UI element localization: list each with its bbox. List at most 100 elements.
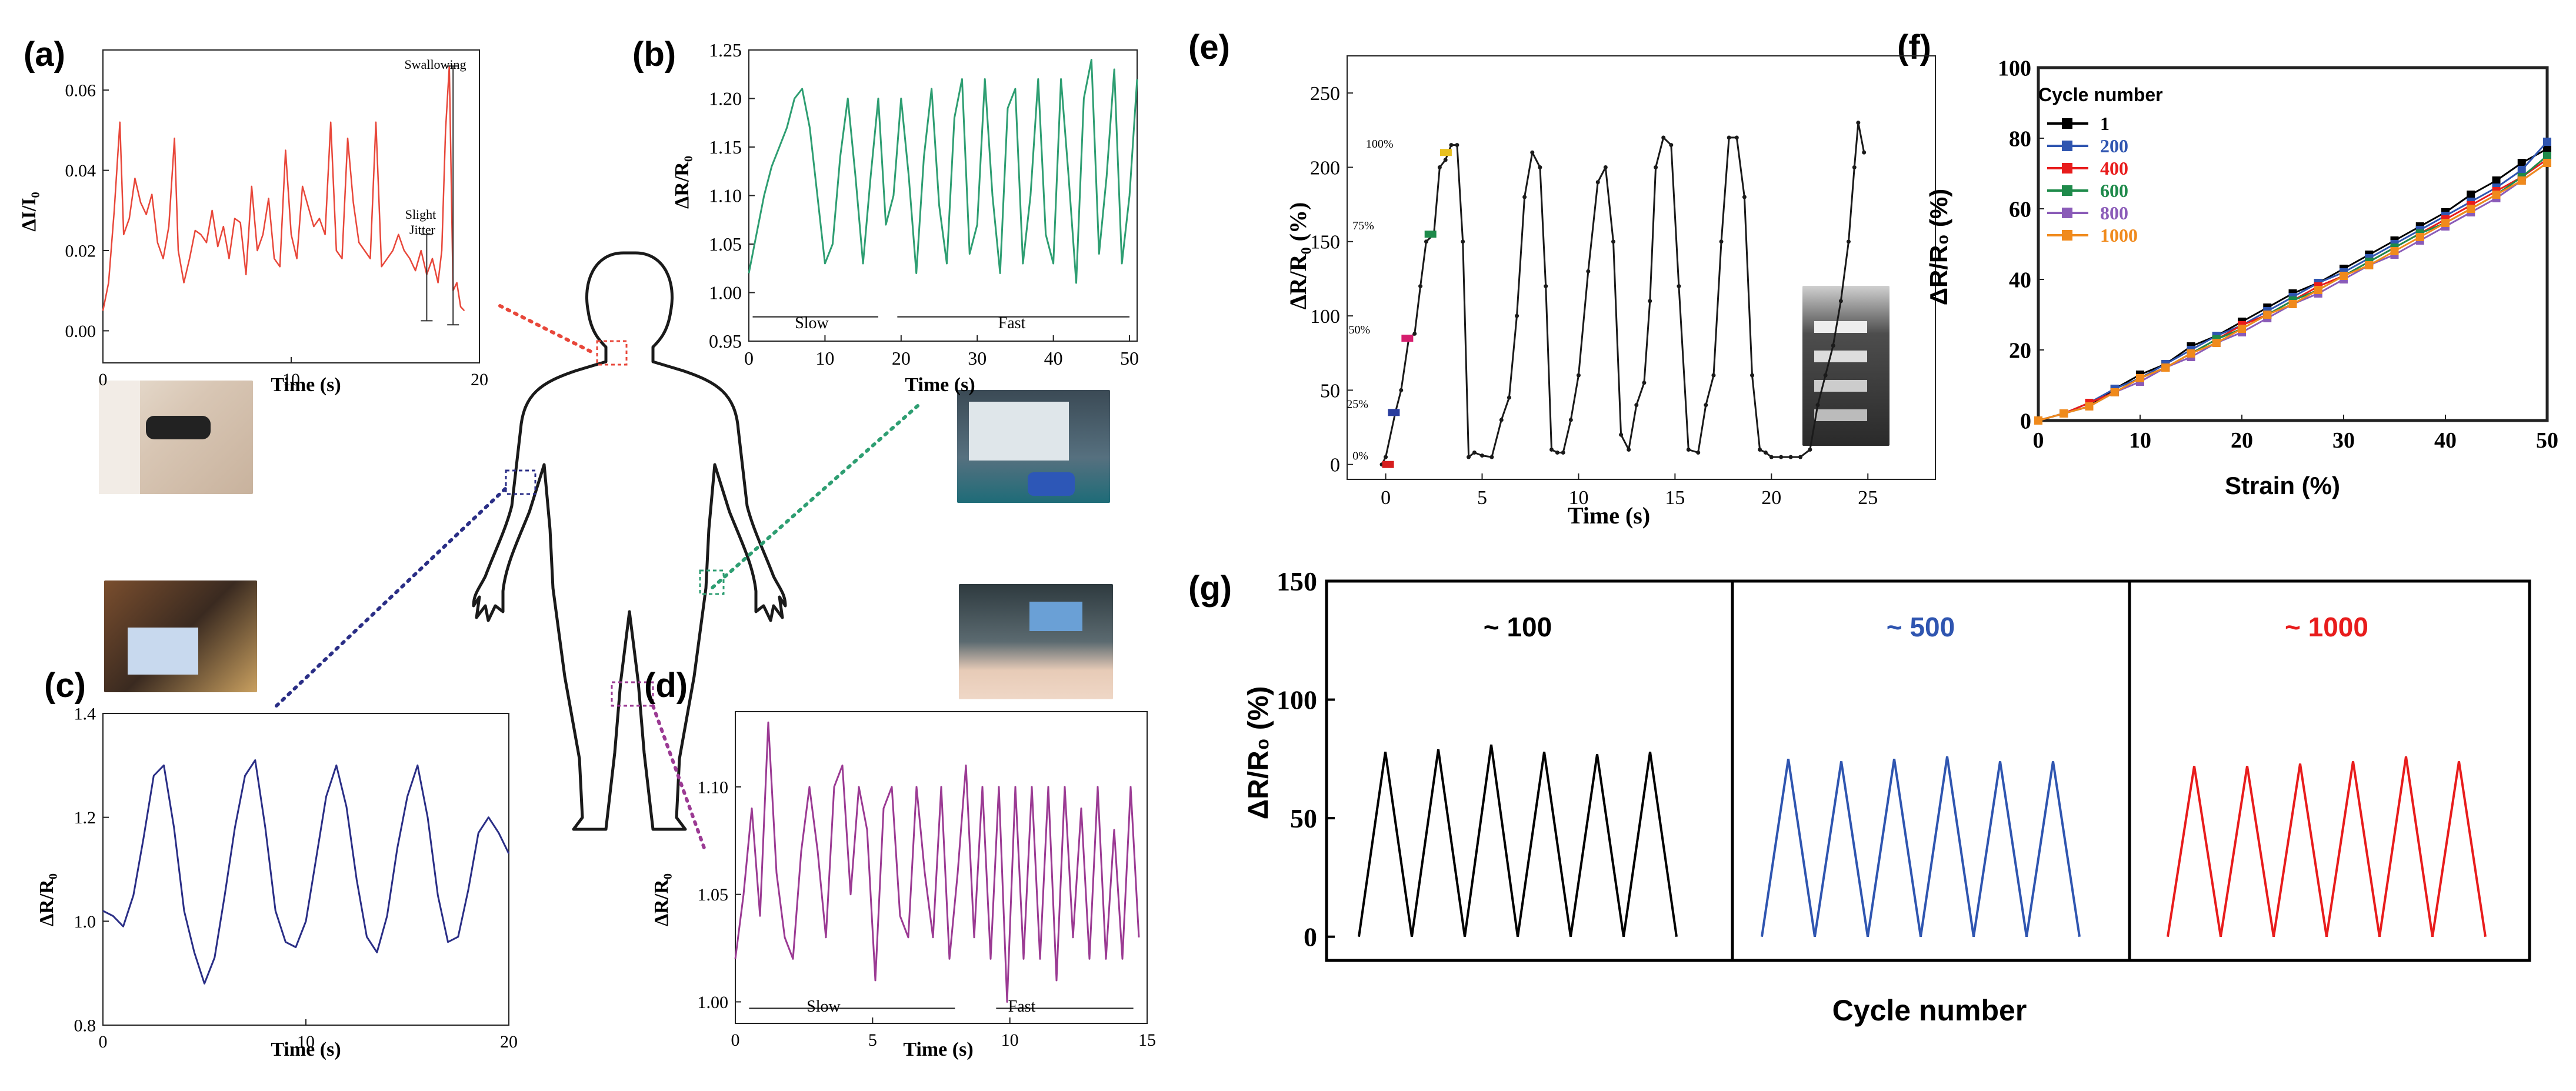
e-point — [1742, 195, 1747, 199]
e-point — [1750, 373, 1755, 378]
f-point-1000 — [2212, 339, 2221, 347]
e-point — [1443, 158, 1448, 162]
f-point-1000 — [2467, 205, 2475, 213]
f-legend-title: Cycle number — [2038, 84, 2163, 105]
e-point — [1472, 451, 1477, 455]
e-plot-frame — [1347, 55, 1936, 480]
f-point-1000 — [2365, 261, 2374, 269]
b-y-tick-label: 1.05 — [709, 233, 742, 255]
f-x-tick-label: 0 — [2033, 428, 2044, 453]
e-strain-marker — [1424, 231, 1437, 238]
e-point — [1507, 395, 1511, 400]
a-y-tick-label: 0.00 — [65, 322, 96, 341]
f-point-200 — [2543, 138, 2551, 146]
c-x-tick-label: 20 — [500, 1032, 518, 1052]
panel-letter-d: (d) — [644, 666, 688, 705]
f-y-tick-label: 80 — [2009, 126, 2031, 151]
d-ann-slow: Slow — [807, 997, 841, 1016]
e-point — [1704, 403, 1708, 408]
e-point — [1461, 239, 1465, 244]
c-ylabel: ΔR/R₀ — [36, 873, 58, 926]
e-y-tick-label: 250 — [1310, 83, 1340, 105]
f-legend-marker — [2062, 163, 2072, 174]
f-point-1000 — [2492, 191, 2501, 199]
a-plot-frame — [102, 49, 480, 363]
d-series-line — [734, 721, 1140, 1003]
e-point — [1846, 239, 1851, 244]
b-ann-slow: Slow — [795, 314, 829, 332]
photo-knee-setup — [959, 584, 1113, 699]
e-point — [1522, 195, 1527, 199]
f-point-1000 — [2288, 300, 2297, 308]
chart-c: 0 10 20 0.8 1.0 1.2 1.4 — [74, 705, 518, 1052]
e-strain-label: 0% — [1352, 450, 1368, 463]
e-point — [1838, 299, 1843, 303]
e-point — [1788, 455, 1793, 459]
f-point-600 — [2543, 152, 2551, 160]
f-legend-marker — [2062, 141, 2072, 151]
g-y-tick-label: 150 — [1277, 566, 1317, 596]
e-point — [1648, 299, 1652, 303]
e-point — [1399, 388, 1404, 392]
photo-strain-stages — [1802, 286, 1889, 446]
g-plot-frame — [1325, 579, 2531, 962]
neck-highlight — [596, 340, 628, 366]
f-legend-label: 1000 — [2100, 225, 2138, 246]
g-y-tick-label: 50 — [1290, 803, 1317, 833]
f-point-1000 — [2060, 409, 2068, 418]
e-point — [1769, 455, 1774, 459]
a-ylabel: ΔI/I₀ — [18, 192, 40, 231]
c-plot-frame — [102, 713, 509, 1026]
panel-letter-b: (b) — [632, 35, 676, 74]
panel-letter-e: (e) — [1188, 28, 1230, 66]
f-y-tick-label: 0 — [2020, 409, 2031, 433]
d-y-tick-label: 1.00 — [698, 993, 729, 1012]
f-point-1000 — [2238, 325, 2246, 333]
e-point — [1815, 403, 1820, 408]
b-y-tick-label: 1.15 — [709, 136, 742, 158]
e-strain-label: 50% — [1349, 323, 1371, 336]
f-xlabel: Strain (%) — [2225, 472, 2340, 499]
e-point — [1586, 269, 1591, 273]
e-point — [1654, 165, 1658, 169]
c-series-line — [102, 759, 510, 985]
chart-g: 0 50 100 150 — [1277, 566, 2531, 962]
b-x-tick-label: 50 — [1120, 348, 1139, 369]
panel-letter-f: (f) — [1897, 28, 1931, 66]
f-point-1000 — [2187, 349, 2195, 358]
e-point — [1424, 239, 1428, 244]
e-point — [1611, 239, 1615, 244]
f-x-tick-label: 10 — [2129, 428, 2151, 453]
d-ylabel: ΔR/R₀ — [651, 873, 672, 926]
d-x-tick-label: 10 — [1001, 1030, 1019, 1050]
e-strain-label: 100% — [1366, 138, 1394, 151]
b-y-tick-label: 1.25 — [709, 39, 742, 61]
e-point — [1686, 447, 1691, 452]
f-point-1000 — [2390, 247, 2399, 255]
f-x-tick-label: 30 — [2332, 428, 2355, 453]
f-point-1 — [2517, 159, 2526, 167]
b-x-tick-label: 40 — [1044, 348, 1063, 369]
a-x-tick-label: 10 — [282, 370, 300, 389]
g-series-line — [2167, 756, 2487, 937]
wrist-highlight — [699, 569, 725, 595]
f-ylabel: ΔR/R₀ (%) — [1925, 189, 1952, 305]
f-point-1000 — [2441, 219, 2450, 227]
f-x-tick-label: 50 — [2536, 428, 2558, 453]
photo-laptop-hand — [104, 580, 257, 692]
e-strain-marker — [1388, 409, 1400, 416]
f-point-1000 — [2415, 233, 2424, 241]
f-point-1 — [2492, 176, 2501, 185]
e-point — [1467, 455, 1471, 459]
e-y-tick-label: 100 — [1310, 306, 1340, 328]
e-point — [1412, 331, 1417, 336]
a-ann-jitter-1: Slight — [405, 207, 436, 222]
f-point-1 — [2467, 191, 2475, 199]
g-xlabel: Cycle number — [1832, 994, 2027, 1027]
chart-a: 0 10 20 0.00 0.02 0.04 0.06 — [65, 49, 488, 389]
d-plot-frame — [735, 711, 1148, 1024]
e-point — [1831, 343, 1835, 348]
b-plot-frame — [748, 49, 1138, 342]
f-point-200 — [2517, 166, 2526, 174]
f-point-1000 — [2034, 416, 2042, 425]
